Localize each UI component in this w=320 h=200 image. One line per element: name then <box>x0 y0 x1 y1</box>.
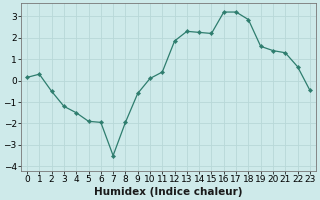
X-axis label: Humidex (Indice chaleur): Humidex (Indice chaleur) <box>94 187 243 197</box>
